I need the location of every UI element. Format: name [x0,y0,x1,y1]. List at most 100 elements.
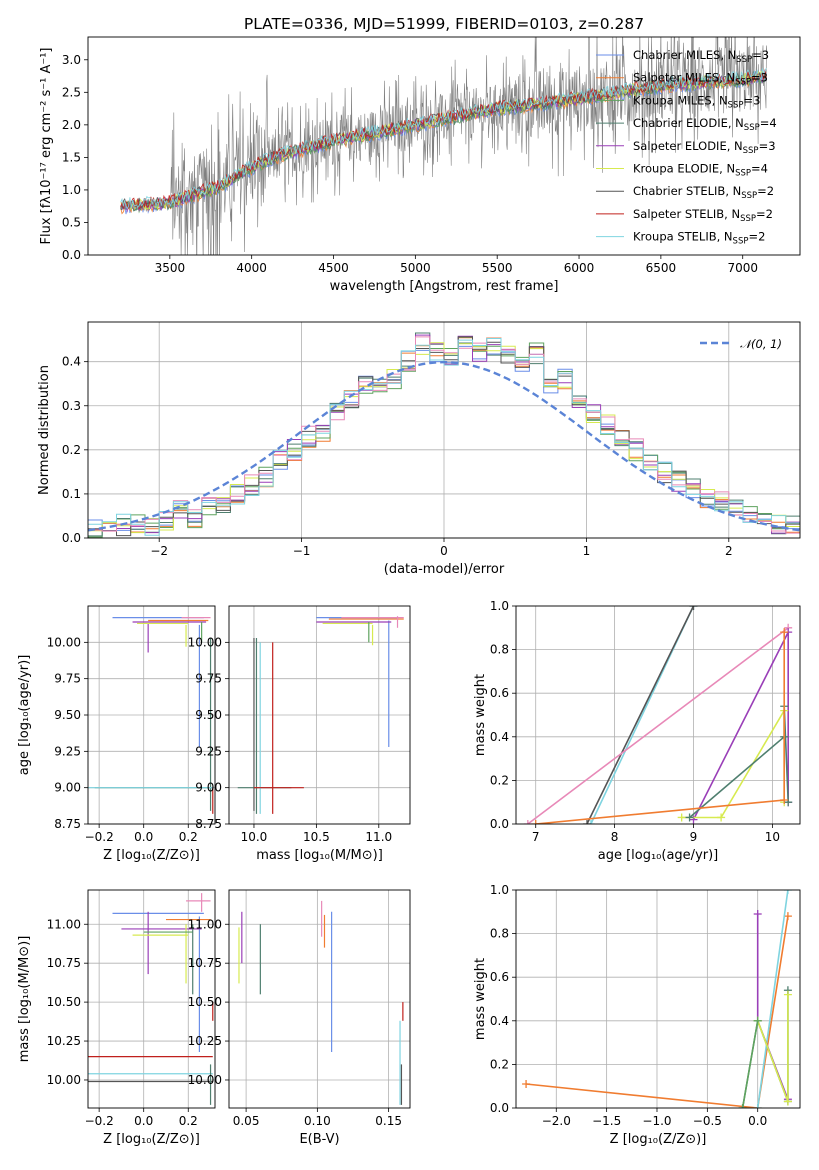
y-tick-label: 0.6 [490,686,509,700]
y-axis-label: mass weight [473,674,488,756]
x-tick-label: 4000 [236,261,267,275]
x-tick-label: 11.0 [365,830,392,844]
legend-label: Chabrier STELIB, NSSP=2 [633,184,774,201]
x-tick-label: 6000 [564,261,595,275]
weight-line [526,916,789,1108]
x-tick-label: 0.2 [179,1114,198,1128]
legend-label: Kroupa MILES, NSSP=3 [633,93,760,110]
x-tick-label: −2.0 [542,1114,571,1128]
axes-frame [87,889,216,1109]
legend-label: Kroupa STELIB, NSSP=2 [633,230,765,247]
x-tick-label: 7 [532,830,540,844]
y-tick-label: 0.1 [62,487,81,501]
histogram-step-line [88,336,800,534]
spectrum-legend: Chabrier MILES, NSSP=3 Salpeter MILES, NS… [596,48,777,247]
y-tick-label: 9.25 [54,744,81,758]
weight-point [689,606,698,610]
y-axis-label: mass [log₁₀(M/M⊙)] [17,936,32,1063]
y-axis-label: mass weight [473,958,488,1040]
x-tick-label: −0.2 [85,1114,114,1128]
plot-area-age_vs_mass [237,616,404,814]
axes-weight_vs_age: 7 8 9 10 0.0 0.2 0.4 0.6 0.8 1.0 age [log₁₀(age/yr… [473,599,801,863]
weight-point [753,909,762,918]
weight-point [783,1097,792,1106]
x-tick-label: −0.2 [85,830,114,844]
y-tick-label: 0.4 [490,730,509,744]
x-tick-label: 6500 [646,261,677,275]
figure-title: PLATE=0336, MJD=51999, FIBERID=0103, z=0… [244,15,644,33]
legend-label: Chabrier MILES, NSSP=3 [633,48,769,65]
weight-point [522,1080,531,1089]
histogram-step-line [88,336,800,537]
x-tick-label: −0.5 [693,1114,722,1128]
legend-label: Salpeter ELODIE, NSSP=3 [633,139,776,156]
weight-point [780,796,789,805]
y-tick-label: 9.75 [54,672,81,686]
y-tick-label: 0.0 [490,1101,509,1115]
y-tick-label: 8.75 [195,817,222,831]
residuals-legend: 𝒩(0, 1) [700,337,782,351]
x-tick-label: −1.5 [592,1114,621,1128]
x-tick-label: 3500 [155,261,186,275]
y-tick-label: 0.4 [490,1014,509,1028]
spectrum-model-line [120,68,767,210]
weight-point [783,912,792,921]
weight-point [783,990,792,999]
y-tick-label: 1.0 [490,599,509,613]
axes-mass_vs_EBV: 0.05 0.10 0.15 10.00 10.25 10.50 10.75 11.00 E(B… [188,889,411,1147]
x-axis-label: Z [log₁₀(Z/Z⊙)] [103,1132,200,1147]
x-tick-label: 10.5 [303,830,330,844]
axes-spectrum: 3500 4000 4500 5000 5500 6000 6500 7000 0.0 0.5 1.… [39,36,801,294]
y-tick-label: 9.25 [195,744,222,758]
x-axis-label: mass [log₁₀(M/M⊙)] [256,848,383,863]
x-tick-label: 8 [611,830,619,844]
weight-point [523,820,532,824]
x-tick-label: 0.10 [304,1114,331,1128]
weight-point [685,813,694,822]
y-tick-label: 9.75 [195,672,222,686]
weight-point [753,1016,762,1025]
y-tick-label: 0.0 [62,531,81,545]
normal-curve [88,360,800,532]
y-axis-label: Flux [fλ10⁻¹⁷ erg cm⁻² s⁻¹ A⁻¹] [39,48,54,245]
y-tick-label: 0.0 [62,248,81,262]
y-tick-label: 10.75 [47,956,81,970]
y-tick-label: 11.00 [47,917,81,931]
plot-area-mass_vs_EBV [238,900,404,1105]
x-tick-label: 0.0 [134,830,153,844]
histogram-step-line [88,342,800,534]
x-axis-label: Z [log₁₀(Z/Z⊙)] [103,848,200,863]
axes-frame [87,321,801,539]
weight-point [583,820,591,824]
x-axis-label: age [log₁₀(age/yr)] [598,848,719,863]
y-tick-label: 9.50 [54,708,81,722]
plot-area-mass_vs_Z [88,893,214,1105]
plot-area-age_vs_Z [88,617,214,814]
axes-residuals: −2 −1 0 1 2 0.0 0.1 0.2 0.3 0.4 (data-model)/error… [37,321,801,577]
x-tick-label: 4500 [318,261,349,275]
y-tick-label: 10.50 [47,995,81,1009]
plot-area-weight_vs_age [523,606,793,824]
y-tick-label: 9.00 [54,781,81,795]
axes-mass_vs_Z: −0.2 0.0 0.2 10.00 10.25 10.50 10.75 11.00 Z [lo… [17,889,216,1147]
x-tick-label: −1.0 [642,1114,671,1128]
y-tick-label: 8.75 [54,817,81,831]
axes-weight_vs_Z: −2.0 −1.5 −1.0 −0.5 0.0 0.0 0.2 0.4 0.6 0.8 1.0 Z [… [473,883,801,1147]
x-tick-label: 2 [725,544,733,558]
histogram-step-line [88,338,800,536]
weight-point [717,813,726,822]
axes-frame [228,605,411,825]
axes-frame [515,605,801,825]
plot-area-residuals [88,332,800,538]
y-tick-label: 1.5 [62,150,81,164]
x-axis-label: (data-model)/error [384,562,505,577]
y-tick-label: 0.6 [490,970,509,984]
weight-point [783,890,792,894]
y-axis-label: age [log₁₀(age/yr)] [17,655,32,776]
weight-point [738,1104,747,1108]
y-tick-label: 0.2 [62,443,81,457]
y-tick-label: 10.75 [188,956,222,970]
y-tick-label: 0.4 [62,355,81,369]
x-tick-label: 5500 [482,261,513,275]
y-tick-label: 10.50 [188,995,222,1009]
